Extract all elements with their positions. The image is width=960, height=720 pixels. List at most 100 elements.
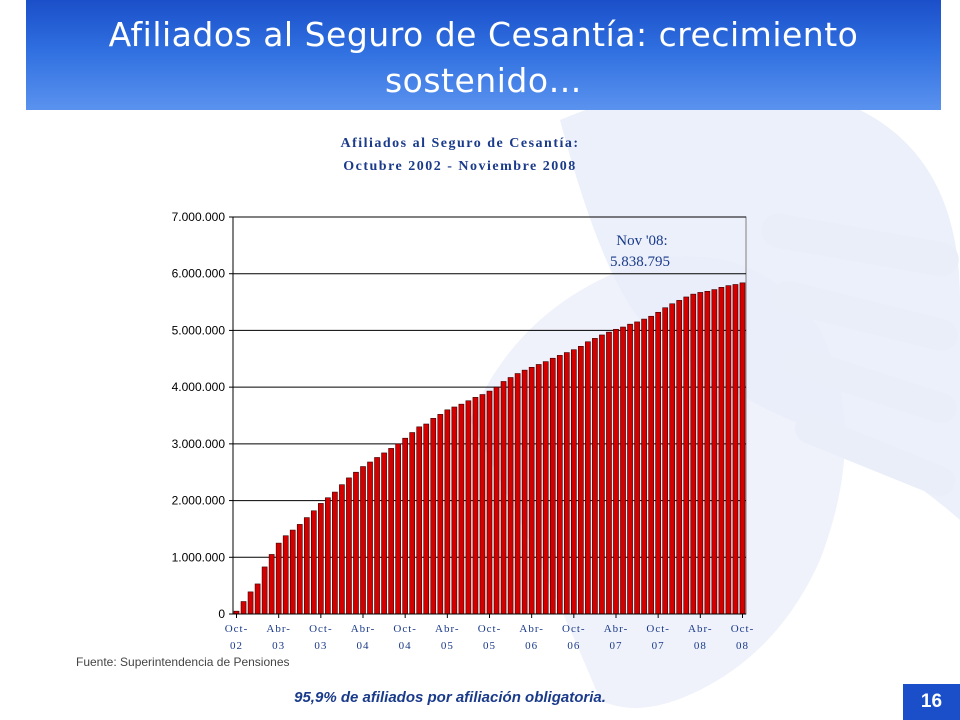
- bar: [402, 437, 409, 615]
- x-tick-label-top: Oct-: [562, 623, 586, 635]
- x-tick-label-top: Oct-: [309, 623, 333, 635]
- bar: [690, 293, 697, 615]
- bar: [578, 346, 584, 615]
- bar: [683, 296, 690, 615]
- bar: [479, 394, 486, 615]
- bar: [367, 461, 373, 615]
- x-tick-label-bottom: 06: [567, 640, 580, 652]
- source-note: Fuente: Superintendencia de Pensiones: [76, 655, 290, 669]
- bar: [697, 292, 704, 615]
- page-number: 16: [903, 684, 960, 720]
- bar: [346, 477, 352, 615]
- bar: [268, 554, 275, 615]
- x-tick-label-bottom: 07: [609, 640, 622, 652]
- bar: [676, 300, 683, 615]
- bar: [332, 491, 338, 615]
- x-tick-label-top: Abr-: [604, 623, 629, 635]
- header-bar: Afiliados al Seguro de Cesantía: crecimi…: [26, 0, 941, 110]
- x-tick-label-top: Oct-: [646, 623, 670, 635]
- x-tick-label-top: Oct-: [731, 623, 755, 635]
- x-tick-label-top: Abr-: [688, 623, 713, 635]
- bar: [430, 418, 437, 615]
- bar: [275, 542, 282, 615]
- bar: [599, 334, 605, 615]
- bar: [247, 591, 254, 615]
- bar: [318, 503, 324, 615]
- y-tick-label: 5.000.000: [172, 323, 226, 337]
- bar: [507, 377, 514, 615]
- y-tick-label: 6.000.000: [172, 267, 226, 281]
- y-tick-label: 0: [218, 607, 225, 621]
- bar: [549, 357, 556, 615]
- bar: [655, 311, 661, 615]
- y-tick-label: 7.000.000: [172, 210, 226, 224]
- chart-title-line2: Octubre 2002 - Noviembre 2008: [343, 159, 577, 174]
- bar: [296, 524, 303, 615]
- bar: [585, 341, 591, 615]
- bar: [641, 318, 647, 615]
- x-tick-label-bottom: 06: [525, 640, 538, 652]
- bar: [725, 285, 732, 615]
- chart-title-line1: Afiliados al Seguro de Cesantía:: [340, 136, 579, 151]
- bar: [395, 443, 401, 615]
- bar: [739, 282, 746, 615]
- y-tick-label: 2.000.000: [172, 494, 226, 508]
- bar: [261, 566, 268, 615]
- bar: [465, 400, 472, 615]
- bar: [528, 366, 535, 615]
- bar: [310, 510, 317, 615]
- bar: [732, 284, 739, 615]
- y-tick-label: 4.000.000: [172, 380, 226, 394]
- x-tick-label-bottom: 05: [441, 640, 454, 652]
- bar: [669, 303, 676, 615]
- annotation-value: 5.838.795: [610, 254, 670, 270]
- annotation-month: Nov '08:: [616, 233, 667, 249]
- bar: [592, 338, 598, 615]
- bar: [606, 331, 612, 615]
- bar: [423, 423, 430, 615]
- x-tick-label-bottom: 07: [652, 640, 665, 652]
- x-tick-label-bottom: 04: [357, 640, 370, 652]
- bar: [451, 406, 458, 615]
- page-title: Afiliados al Seguro de Cesantía: crecimi…: [108, 15, 859, 100]
- bar: [458, 403, 465, 615]
- bar: [240, 601, 247, 615]
- bar: [563, 352, 570, 615]
- bar: [444, 409, 451, 615]
- bar: [648, 315, 654, 615]
- bar: [500, 381, 507, 615]
- x-tick-label-top: Abr-: [266, 623, 291, 635]
- bar: [303, 517, 310, 615]
- x-tick-label-top: Abr-: [519, 623, 544, 635]
- bar: [416, 426, 423, 615]
- bar: [556, 355, 563, 615]
- x-tick-label-top: Oct-: [225, 623, 249, 635]
- bar: [289, 529, 296, 615]
- x-tick-label-bottom: 05: [483, 640, 496, 652]
- bar: [514, 373, 521, 615]
- bar: [409, 432, 416, 615]
- bar: [381, 452, 387, 615]
- x-tick-label-top: Abr-: [351, 623, 376, 635]
- bar: [521, 369, 528, 615]
- bar: [620, 326, 626, 615]
- bar: [718, 287, 725, 615]
- bar: [282, 535, 289, 615]
- bar: [374, 457, 380, 615]
- x-tick-label-bottom: 02: [230, 640, 243, 652]
- bar: [627, 323, 633, 615]
- x-tick-label-bottom: 03: [272, 640, 285, 652]
- bar: [613, 328, 619, 615]
- bar: [339, 484, 345, 615]
- bar: [472, 397, 479, 615]
- bar: [493, 386, 500, 615]
- x-tick-label-top: Oct-: [393, 623, 417, 635]
- x-tick-label-top: Abr-: [435, 623, 460, 635]
- bar: [570, 349, 577, 615]
- bar: [634, 321, 640, 615]
- y-tick-label: 3.000.000: [172, 437, 226, 451]
- bar: [486, 390, 493, 615]
- bar: [542, 361, 549, 615]
